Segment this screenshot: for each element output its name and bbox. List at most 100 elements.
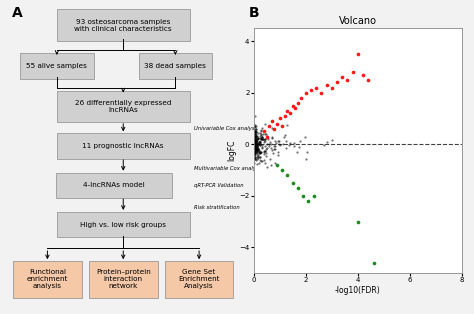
Point	[255, 142, 263, 147]
Point	[274, 138, 282, 143]
Point	[250, 124, 257, 129]
Point	[258, 137, 266, 142]
Point	[256, 142, 264, 147]
Point	[256, 134, 264, 139]
Point	[251, 130, 259, 135]
Point	[258, 146, 266, 151]
Text: qRT-PCR Validation: qRT-PCR Validation	[194, 183, 244, 188]
Point	[257, 131, 265, 136]
Point	[253, 151, 261, 156]
Point	[251, 156, 259, 161]
Point	[254, 147, 262, 152]
Point	[252, 156, 259, 161]
FancyBboxPatch shape	[56, 173, 172, 198]
Point	[250, 151, 258, 156]
Point	[250, 153, 257, 158]
Point	[256, 151, 264, 156]
Point	[312, 85, 320, 90]
Point	[275, 138, 283, 143]
Point	[255, 142, 262, 147]
Point	[269, 126, 276, 131]
Point	[251, 134, 259, 139]
Point	[281, 135, 288, 140]
Point	[267, 163, 274, 168]
Point	[251, 139, 259, 144]
Point	[268, 119, 275, 124]
Point	[252, 138, 260, 143]
Point	[257, 127, 264, 132]
Text: Protein–protein
interaction
network: Protein–protein interaction network	[96, 269, 151, 290]
Point	[328, 137, 336, 142]
Point	[294, 100, 301, 106]
Point	[250, 144, 257, 149]
Point	[250, 147, 258, 152]
Point	[283, 173, 291, 178]
Point	[286, 141, 293, 146]
Point	[250, 143, 257, 148]
Point	[250, 152, 257, 157]
Point	[251, 128, 258, 133]
Point	[263, 133, 270, 138]
Point	[252, 146, 259, 151]
Point	[258, 136, 265, 141]
FancyBboxPatch shape	[138, 53, 212, 78]
Point	[261, 139, 268, 144]
Point	[253, 143, 260, 148]
Point	[251, 149, 258, 154]
Point	[250, 142, 257, 147]
Point	[251, 133, 258, 138]
Point	[276, 143, 284, 148]
Point	[270, 143, 278, 148]
Point	[252, 133, 260, 138]
Text: Gene Set
Enrichment
Analysis: Gene Set Enrichment Analysis	[178, 269, 220, 290]
Point	[273, 141, 280, 146]
Point	[289, 103, 297, 108]
Point	[252, 142, 260, 147]
Point	[256, 154, 264, 160]
Point	[256, 154, 264, 160]
Point	[252, 137, 260, 142]
Point	[252, 148, 260, 153]
Point	[252, 131, 259, 136]
Point	[328, 85, 336, 90]
Point	[256, 139, 264, 144]
Point	[259, 143, 266, 148]
Point	[254, 147, 261, 152]
Point	[253, 136, 260, 141]
Point	[253, 146, 260, 151]
Point	[253, 144, 260, 149]
Point	[267, 141, 275, 146]
FancyBboxPatch shape	[57, 91, 190, 122]
Point	[289, 181, 297, 186]
Point	[294, 150, 301, 155]
Point	[281, 113, 289, 118]
Text: 93 osteosarcoma samples
with clinical characteristics: 93 osteosarcoma samples with clinical ch…	[74, 19, 172, 32]
Point	[283, 139, 290, 144]
Point	[250, 135, 257, 140]
Point	[266, 139, 274, 144]
Text: B: B	[249, 6, 259, 20]
Point	[250, 138, 258, 143]
Text: 11 prognostic lncRNAs: 11 prognostic lncRNAs	[82, 143, 164, 149]
Point	[254, 146, 262, 151]
Point	[250, 142, 257, 147]
Point	[255, 141, 263, 146]
Point	[250, 141, 257, 146]
Point	[251, 152, 258, 157]
Point	[254, 153, 261, 158]
Point	[253, 147, 260, 152]
Point	[250, 149, 257, 154]
Point	[261, 131, 269, 136]
Point	[253, 146, 260, 151]
Text: 55 alive samples: 55 alive samples	[27, 63, 87, 69]
Text: Univariable Cox analysis: Univariable Cox analysis	[194, 126, 259, 131]
Point	[261, 137, 269, 142]
Point	[271, 126, 278, 131]
FancyBboxPatch shape	[57, 212, 190, 237]
Point	[250, 141, 258, 146]
Point	[278, 168, 286, 173]
Point	[258, 125, 266, 130]
Point	[251, 132, 259, 137]
Point	[255, 151, 263, 156]
Point	[250, 129, 257, 134]
